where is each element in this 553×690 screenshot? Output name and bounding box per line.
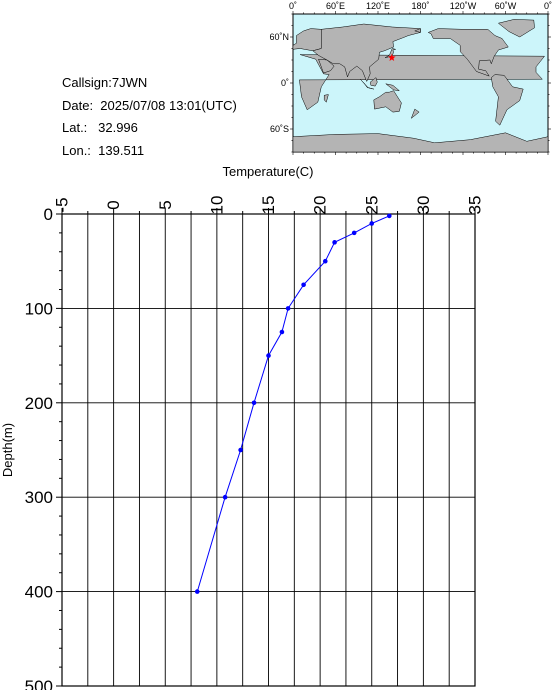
data-point: [322, 258, 328, 264]
y-tick-label: 0: [44, 205, 53, 224]
x-tick-label: 25: [362, 196, 381, 215]
y-tick-label: 100: [25, 299, 53, 318]
data-point: [238, 447, 243, 453]
data-point: [301, 282, 306, 288]
data-point: [387, 213, 392, 219]
x-tick-label: 35: [466, 196, 485, 215]
x-tick-label: 20: [311, 196, 330, 215]
x-tick-label: 30: [414, 196, 433, 215]
x-axis-title: Temperature(C): [222, 164, 313, 179]
x-tick-label: -5: [53, 197, 72, 212]
date-text: Date: 2025/07/08 13:01(UTC): [62, 97, 237, 113]
y-axis-title: Depth(m): [0, 423, 15, 477]
axis-ticks: [56, 208, 476, 687]
longitude-text: Lon.: 139.511: [62, 142, 145, 158]
data-point: [251, 400, 257, 406]
latitude-text: Lat.: 32.996: [62, 120, 138, 135]
x-tick-label: 10: [207, 196, 226, 215]
data-point: [279, 329, 285, 335]
temperature-series: [194, 213, 392, 594]
chart-grid: [61, 213, 476, 687]
data-point: [222, 494, 228, 500]
y-tick-label: 300: [25, 488, 53, 507]
x-tick-label: 5: [156, 200, 175, 209]
y-tick-label: 400: [25, 583, 53, 602]
data-point: [194, 589, 200, 594]
temperature-line: [196, 215, 390, 592]
x-tick-labels: -5 0 5 10 15 20 25 30 35: [53, 196, 485, 215]
data-point: [369, 221, 375, 226]
callsign-text: Callsign:7JWN: [62, 75, 148, 90]
x-tick-label: 15: [259, 196, 278, 215]
data-point: [351, 230, 357, 236]
x-tick-label: 0: [104, 200, 123, 209]
data-point: [332, 240, 337, 245]
y-tick-labels: 0 100 200 300 400 500: [25, 205, 53, 690]
data-point: [285, 306, 291, 311]
data-point: [266, 353, 271, 358]
y-tick-label: 500: [25, 677, 53, 690]
station-info: Callsign:7JWN Date: 2025/07/08 13:01(UTC…: [62, 72, 237, 162]
y-tick-label: 200: [25, 394, 53, 413]
